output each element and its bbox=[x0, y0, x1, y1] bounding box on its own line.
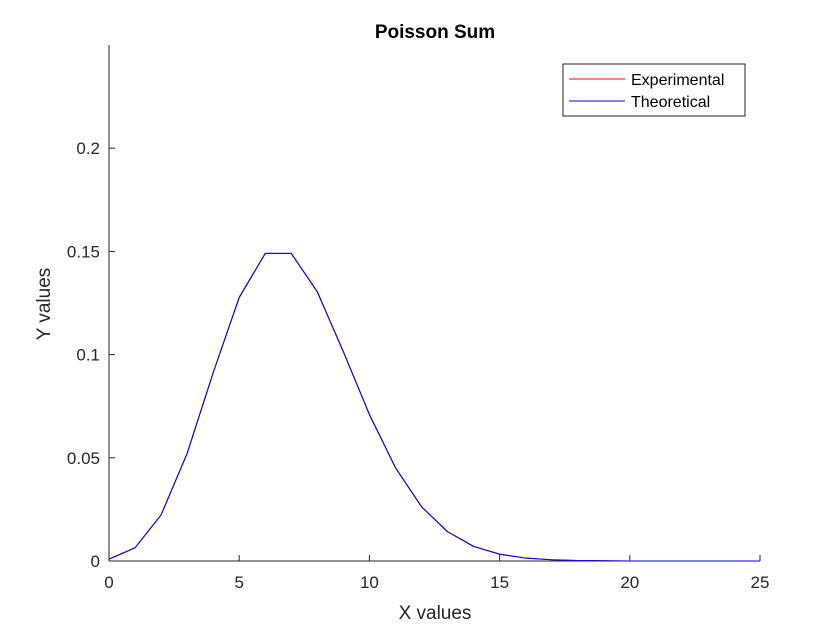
y-axis-label: Y values bbox=[34, 268, 55, 341]
legend-label-theoretical: Theoretical bbox=[631, 94, 710, 111]
y-tick-label: 0.15 bbox=[67, 242, 100, 261]
x-axis-label: X values bbox=[399, 603, 472, 624]
y-tick-label: 0.05 bbox=[67, 449, 100, 468]
x-tick-label: 15 bbox=[490, 573, 509, 592]
legend-label-experimental: Experimental bbox=[631, 72, 724, 89]
x-tick-label: 20 bbox=[620, 573, 639, 592]
x-tick-label: 10 bbox=[360, 573, 379, 592]
x-tick-label: 0 bbox=[104, 573, 113, 592]
x-tick-label: 5 bbox=[234, 573, 243, 592]
y-tick-label: 0.2 bbox=[76, 139, 100, 158]
chart-title: Poisson Sum bbox=[375, 22, 495, 43]
legend-box bbox=[562, 63, 746, 117]
y-tick-label: 0.1 bbox=[76, 346, 100, 365]
plot-area: 0 5 10 15 20 25 0 0.05 0.1 0.15 0.2 bbox=[67, 45, 770, 592]
series-line-theoretical bbox=[108, 252, 760, 562]
series-line-experimental bbox=[108, 252, 760, 562]
y-tick-label: 0 bbox=[91, 552, 100, 571]
legend: Experimental Theoretical bbox=[562, 63, 746, 117]
x-tick-label: 25 bbox=[751, 573, 770, 592]
